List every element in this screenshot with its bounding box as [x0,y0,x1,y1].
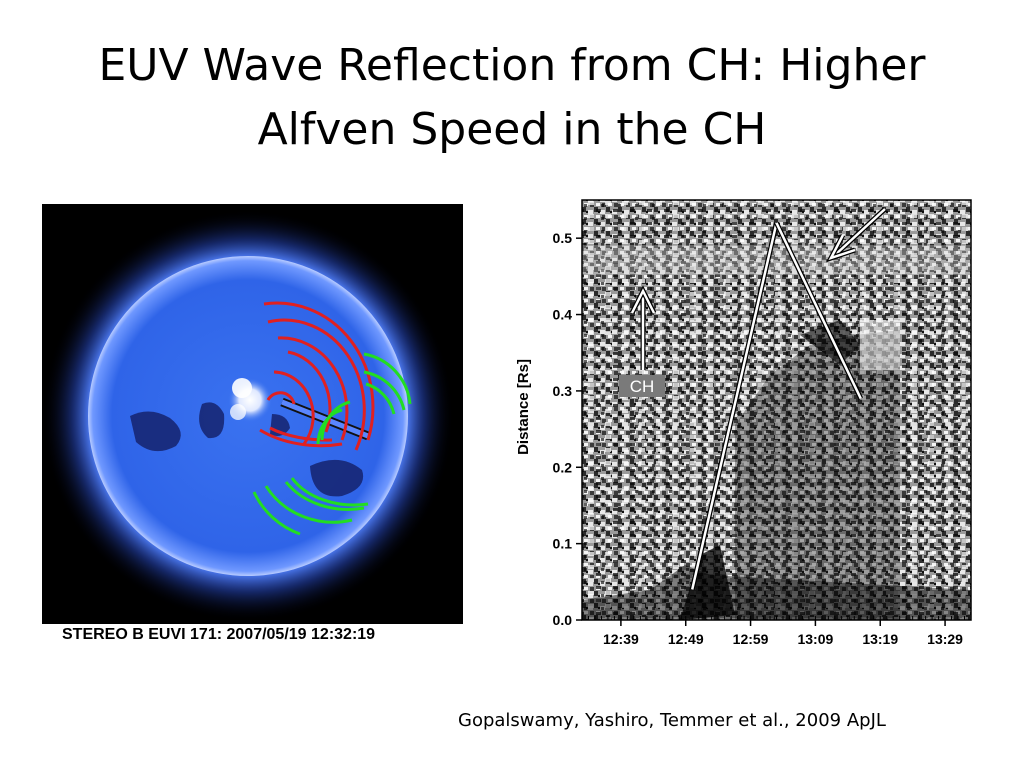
y-tick-label: 0.4 [553,307,573,323]
wave-track-lines [689,221,864,591]
title-line-1: EUV Wave Reflection from CH: Higher [98,40,926,91]
x-tick-label: 12:49 [668,631,704,647]
sun-disk-graphic [43,211,453,621]
red-wave-fronts [259,301,375,451]
y-axis-ticks: 0.0 0.1 0.2 0.3 0.4 0.5 [553,230,582,628]
x-tick-label: 13:19 [862,631,898,647]
coronal-hole-patches [130,402,364,497]
y-tick-label: 0.5 [553,230,573,246]
ch-label-box [619,375,665,397]
sun-image-caption: STEREO B EUVI 171: 2007/05/19 12:32:19 [62,626,376,643]
x-tick-label: 13:09 [797,631,833,647]
distance-time-plot: 0.00.10.20.30.40.5 12:39 12:49 12:59 13:09 1… [515,199,972,647]
x-tick-label: 12:59 [733,631,769,647]
y-tick-label: 0.2 [553,459,573,475]
y-tick-label: 0.3 [553,383,573,399]
euvi-sun-image [42,204,463,624]
y-tick-label: 0.0 [553,612,573,628]
title-line-2: Alfven Speed in the CH [257,104,767,155]
x-tick-label: 12:39 [603,631,639,647]
ch-annotation: CH [619,285,665,397]
ch-label: CH [630,377,655,396]
y-axis-label: Distance [Rs] [515,359,532,455]
green-wave-fronts [252,352,412,536]
reflection-arrow [825,207,887,263]
wave-track-line-1 [690,222,778,590]
wave-track-line-2 [775,222,862,400]
citation: Gopalswamy, Yashiro, Temmer et al., 2009… [458,710,886,731]
slide-title: EUV Wave Reflection from CH: Higher Alfv… [40,34,984,162]
running-difference-image [582,200,971,620]
x-tick-label: 13:29 [927,631,963,647]
x-axis-ticks: 12:39 12:49 12:59 13:09 13:19 13:29 [581,616,972,647]
y-tick-label: 0.1 [553,536,573,552]
